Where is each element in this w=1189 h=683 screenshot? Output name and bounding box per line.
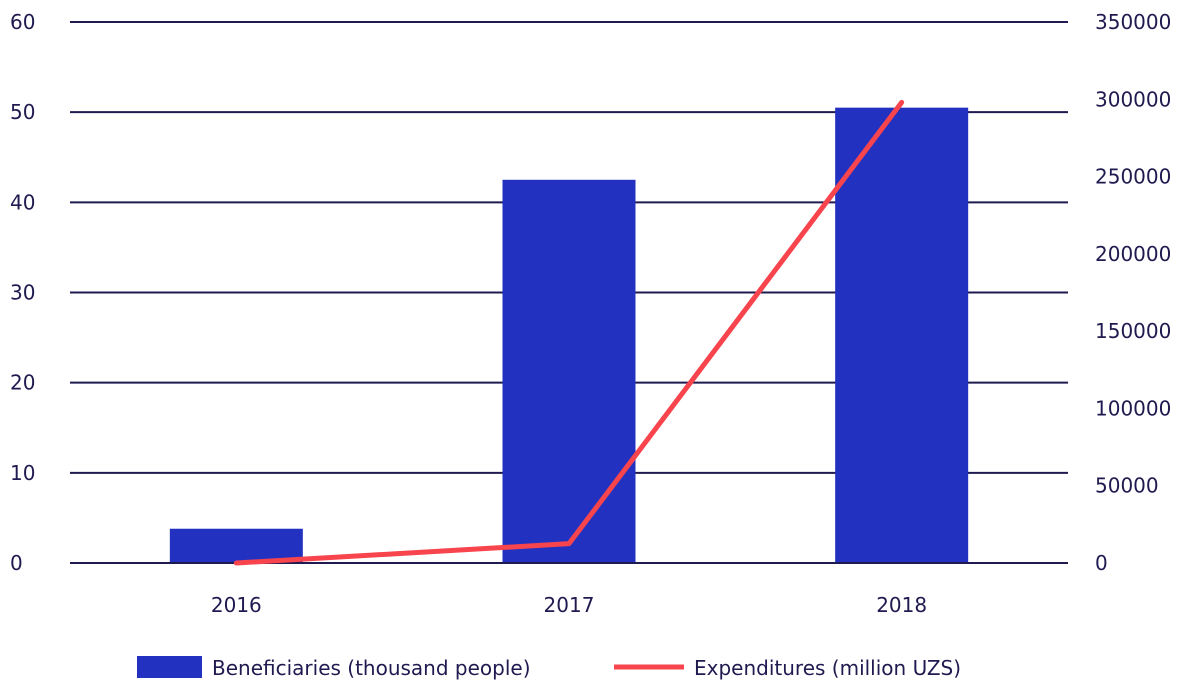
y-left-tick-label: 20 [10, 371, 35, 395]
bar-2018 [835, 107, 969, 564]
x-tick-label: 2017 [544, 593, 595, 617]
y-right-tick-label: 350000 [1095, 10, 1171, 34]
right-axis: 0 50000 100000 150000 200000 250000 300000 3500… [1095, 10, 1171, 575]
y-left-tick-label: 50 [10, 100, 35, 124]
y-right-tick-label: 200000 [1095, 242, 1171, 266]
y-left-tick-label: 40 [10, 190, 35, 214]
y-right-tick-label: 50000 [1095, 474, 1159, 498]
y-left-tick-label: 10 [10, 461, 35, 485]
legend: Beneficiaries (thousand people) Expendit… [137, 656, 961, 680]
bar-series [70, 107, 1068, 564]
y-right-tick-label: 150000 [1095, 319, 1171, 343]
line-series [233, 99, 905, 566]
bar-2017 [502, 179, 636, 563]
x-tick-label: 2016 [211, 593, 262, 617]
y-right-tick-label: 100000 [1095, 396, 1171, 420]
y-left-tick-label: 0 [10, 551, 23, 575]
y-right-tick-label: 0 [1095, 551, 1108, 575]
x-axis: 2016 2017 2018 [211, 593, 927, 617]
y-right-tick-label: 300000 [1095, 87, 1171, 111]
y-left-tick-label: 60 [10, 10, 35, 34]
legend-swatch-beneficiaries [137, 656, 202, 678]
y-right-tick-label: 250000 [1095, 165, 1171, 189]
legend-label-beneficiaries: Beneficiaries (thousand people) [212, 656, 531, 680]
left-axis: 0 10 20 30 40 50 60 [10, 10, 35, 575]
y-left-tick-label: 30 [10, 281, 35, 305]
bar-2016 [169, 528, 303, 563]
legend-label-expenditures: Expenditures (million UZS) [694, 656, 961, 680]
x-tick-label: 2018 [876, 593, 927, 617]
